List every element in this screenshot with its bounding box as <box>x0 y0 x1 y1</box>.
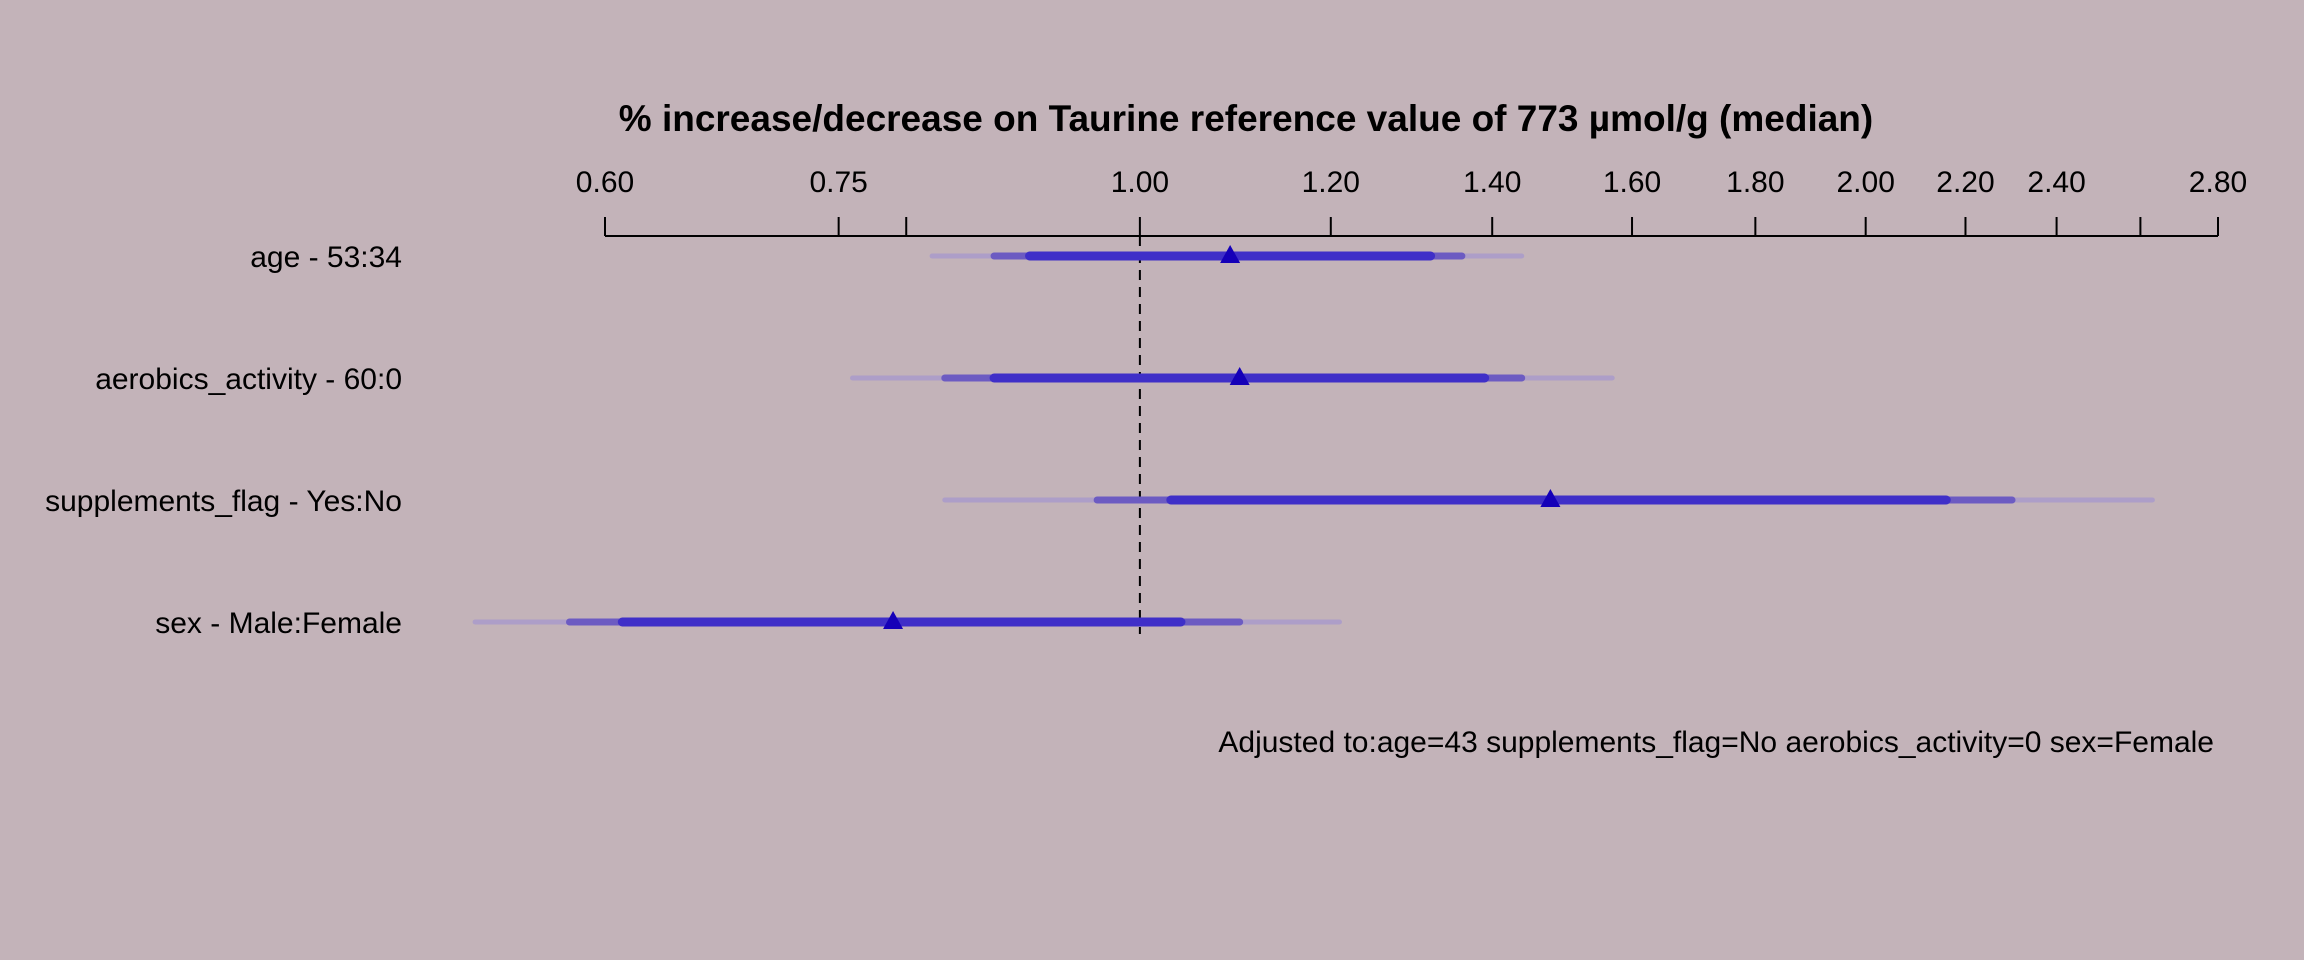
row-label: sex - Male:Female <box>155 607 402 640</box>
tick-label: 2.00 <box>1836 166 1894 199</box>
row-label: supplements_flag - Yes:No <box>45 485 402 518</box>
forest-row: supplements_flag - Yes:No <box>45 485 2155 518</box>
tick-label: 1.60 <box>1603 166 1661 199</box>
tick-label: 0.75 <box>809 166 867 199</box>
estimate-marker <box>1229 367 1250 385</box>
estimate-marker <box>1540 489 1561 507</box>
estimate-marker <box>1220 245 1241 263</box>
row-label: aerobics_activity - 60:0 <box>95 363 402 396</box>
tick-label: 2.80 <box>2189 166 2247 199</box>
estimate-marker <box>883 611 904 629</box>
tick-label: 1.40 <box>1463 166 1521 199</box>
tick-label: 1.80 <box>1726 166 1784 199</box>
tick-label: 2.40 <box>2027 166 2085 199</box>
tick-label: 1.00 <box>1111 166 1169 199</box>
chart-title: % increase/decrease on Taurine reference… <box>619 98 1873 139</box>
tick-label: 1.20 <box>1302 166 1360 199</box>
x-axis: 0.60 0.75 1.00 1.20 1.40 1.60 1.80 2.00 2.20 2.40… <box>576 166 2247 237</box>
tick-label: 2.20 <box>1936 166 1994 199</box>
adjustment-note: Adjusted to:age=43 supplements_flag=No a… <box>1218 726 2214 759</box>
forest-row: age - 53:34 <box>250 241 1525 274</box>
forest-rows: age - 53:34 aerobics_activity - 60:0 suppl… <box>45 241 2155 640</box>
forest-row: sex - Male:Female <box>155 607 1342 640</box>
tick-label: 0.60 <box>576 166 634 199</box>
row-label: age - 53:34 <box>250 241 402 274</box>
forest-row: aerobics_activity - 60:0 <box>95 363 1615 396</box>
